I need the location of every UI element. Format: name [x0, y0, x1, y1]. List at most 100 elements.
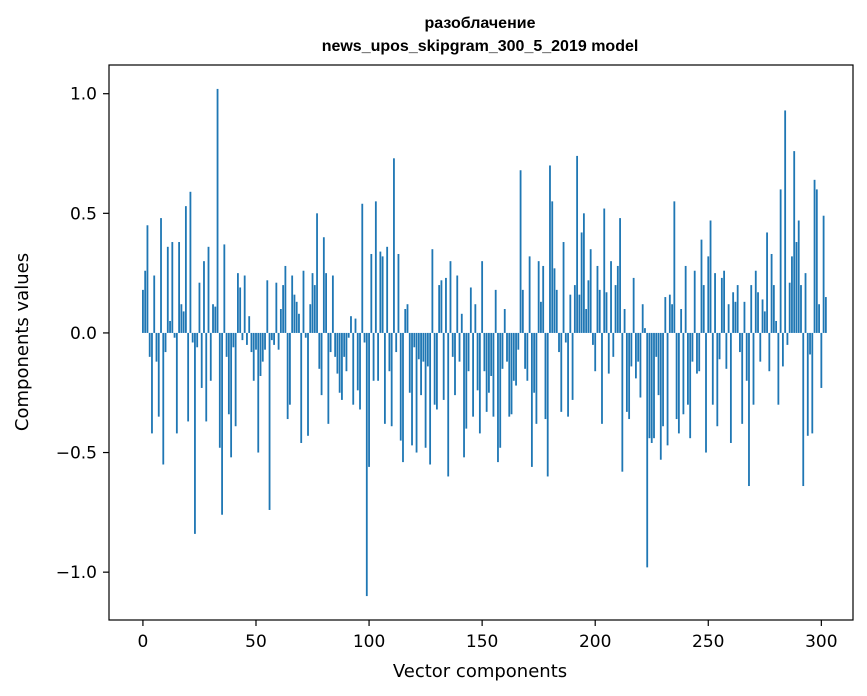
bar — [406, 304, 409, 333]
bar — [153, 275, 156, 333]
bar — [544, 332, 547, 420]
bar — [677, 332, 680, 434]
bar — [223, 244, 226, 333]
bar — [345, 332, 348, 372]
bar — [476, 332, 479, 391]
bar-series — [142, 88, 827, 597]
bar — [605, 292, 608, 333]
bar — [157, 332, 160, 417]
bar — [684, 265, 687, 333]
bar — [307, 332, 309, 436]
bar — [560, 332, 563, 412]
bar — [632, 277, 635, 333]
bar — [492, 332, 495, 417]
bar — [806, 332, 809, 436]
bar — [675, 332, 678, 420]
bar — [268, 332, 271, 510]
bar — [393, 158, 395, 333]
bar — [601, 332, 603, 424]
bar — [270, 332, 273, 341]
bar — [535, 332, 538, 424]
bar — [264, 332, 266, 350]
bar — [166, 246, 169, 333]
bar — [596, 265, 599, 333]
bar — [528, 256, 531, 333]
bar — [553, 268, 556, 333]
bar — [657, 332, 660, 396]
bar — [383, 332, 386, 424]
bar — [467, 332, 470, 372]
bar — [399, 332, 402, 441]
bar — [237, 273, 239, 333]
bar — [540, 301, 542, 333]
bar — [641, 304, 644, 333]
bar — [331, 275, 334, 333]
bar — [388, 332, 391, 372]
bar — [180, 304, 183, 333]
bar — [221, 332, 223, 515]
bar — [372, 332, 375, 381]
bar — [594, 332, 597, 372]
bar — [488, 332, 490, 393]
bar — [576, 155, 579, 333]
bar — [705, 332, 707, 453]
bar — [750, 285, 753, 333]
bar — [630, 332, 633, 367]
bar — [786, 332, 789, 345]
bar — [673, 201, 676, 333]
bar — [429, 332, 432, 465]
bar — [433, 332, 436, 405]
bar — [151, 332, 153, 434]
bar — [334, 332, 337, 357]
bar — [802, 332, 805, 487]
bar — [243, 275, 246, 333]
bar — [772, 285, 775, 333]
chart-title: разоблачение — [425, 15, 536, 32]
bar — [537, 261, 540, 333]
bar — [261, 332, 264, 362]
y-tick-label: −0.5 — [56, 444, 97, 464]
bar — [639, 332, 642, 398]
chart-subtitle: news_upos_skipgram_300_5_2019 model — [322, 38, 639, 55]
bar — [745, 332, 748, 381]
bar — [189, 191, 192, 333]
bar — [232, 332, 235, 348]
bar — [184, 206, 187, 333]
bar — [246, 332, 248, 345]
bar — [216, 88, 219, 333]
bar — [666, 332, 669, 446]
bar — [205, 332, 208, 422]
bar — [691, 332, 694, 362]
bar — [259, 332, 262, 376]
bar — [343, 332, 346, 357]
bar — [781, 332, 784, 367]
bar — [291, 275, 294, 333]
bar — [809, 332, 811, 355]
bar — [404, 309, 407, 333]
bar — [142, 289, 144, 333]
bar — [227, 332, 230, 415]
bar — [474, 304, 477, 333]
bar — [490, 332, 493, 376]
bar — [824, 297, 827, 333]
bar — [454, 332, 456, 396]
bar — [524, 332, 526, 369]
bar — [171, 242, 174, 333]
bar — [449, 261, 452, 333]
bar — [521, 289, 524, 333]
bar — [352, 332, 355, 405]
bar — [397, 253, 400, 333]
bar — [390, 332, 393, 427]
bar — [648, 332, 651, 439]
bar — [248, 316, 251, 333]
bar — [573, 285, 576, 333]
bar — [788, 282, 791, 333]
bar — [422, 332, 425, 362]
bar — [329, 332, 332, 353]
x-tick-label: 0 — [138, 632, 149, 652]
bar — [408, 332, 411, 393]
bar — [483, 332, 486, 372]
bar — [381, 256, 384, 333]
bar — [178, 242, 181, 333]
bar — [700, 239, 703, 333]
